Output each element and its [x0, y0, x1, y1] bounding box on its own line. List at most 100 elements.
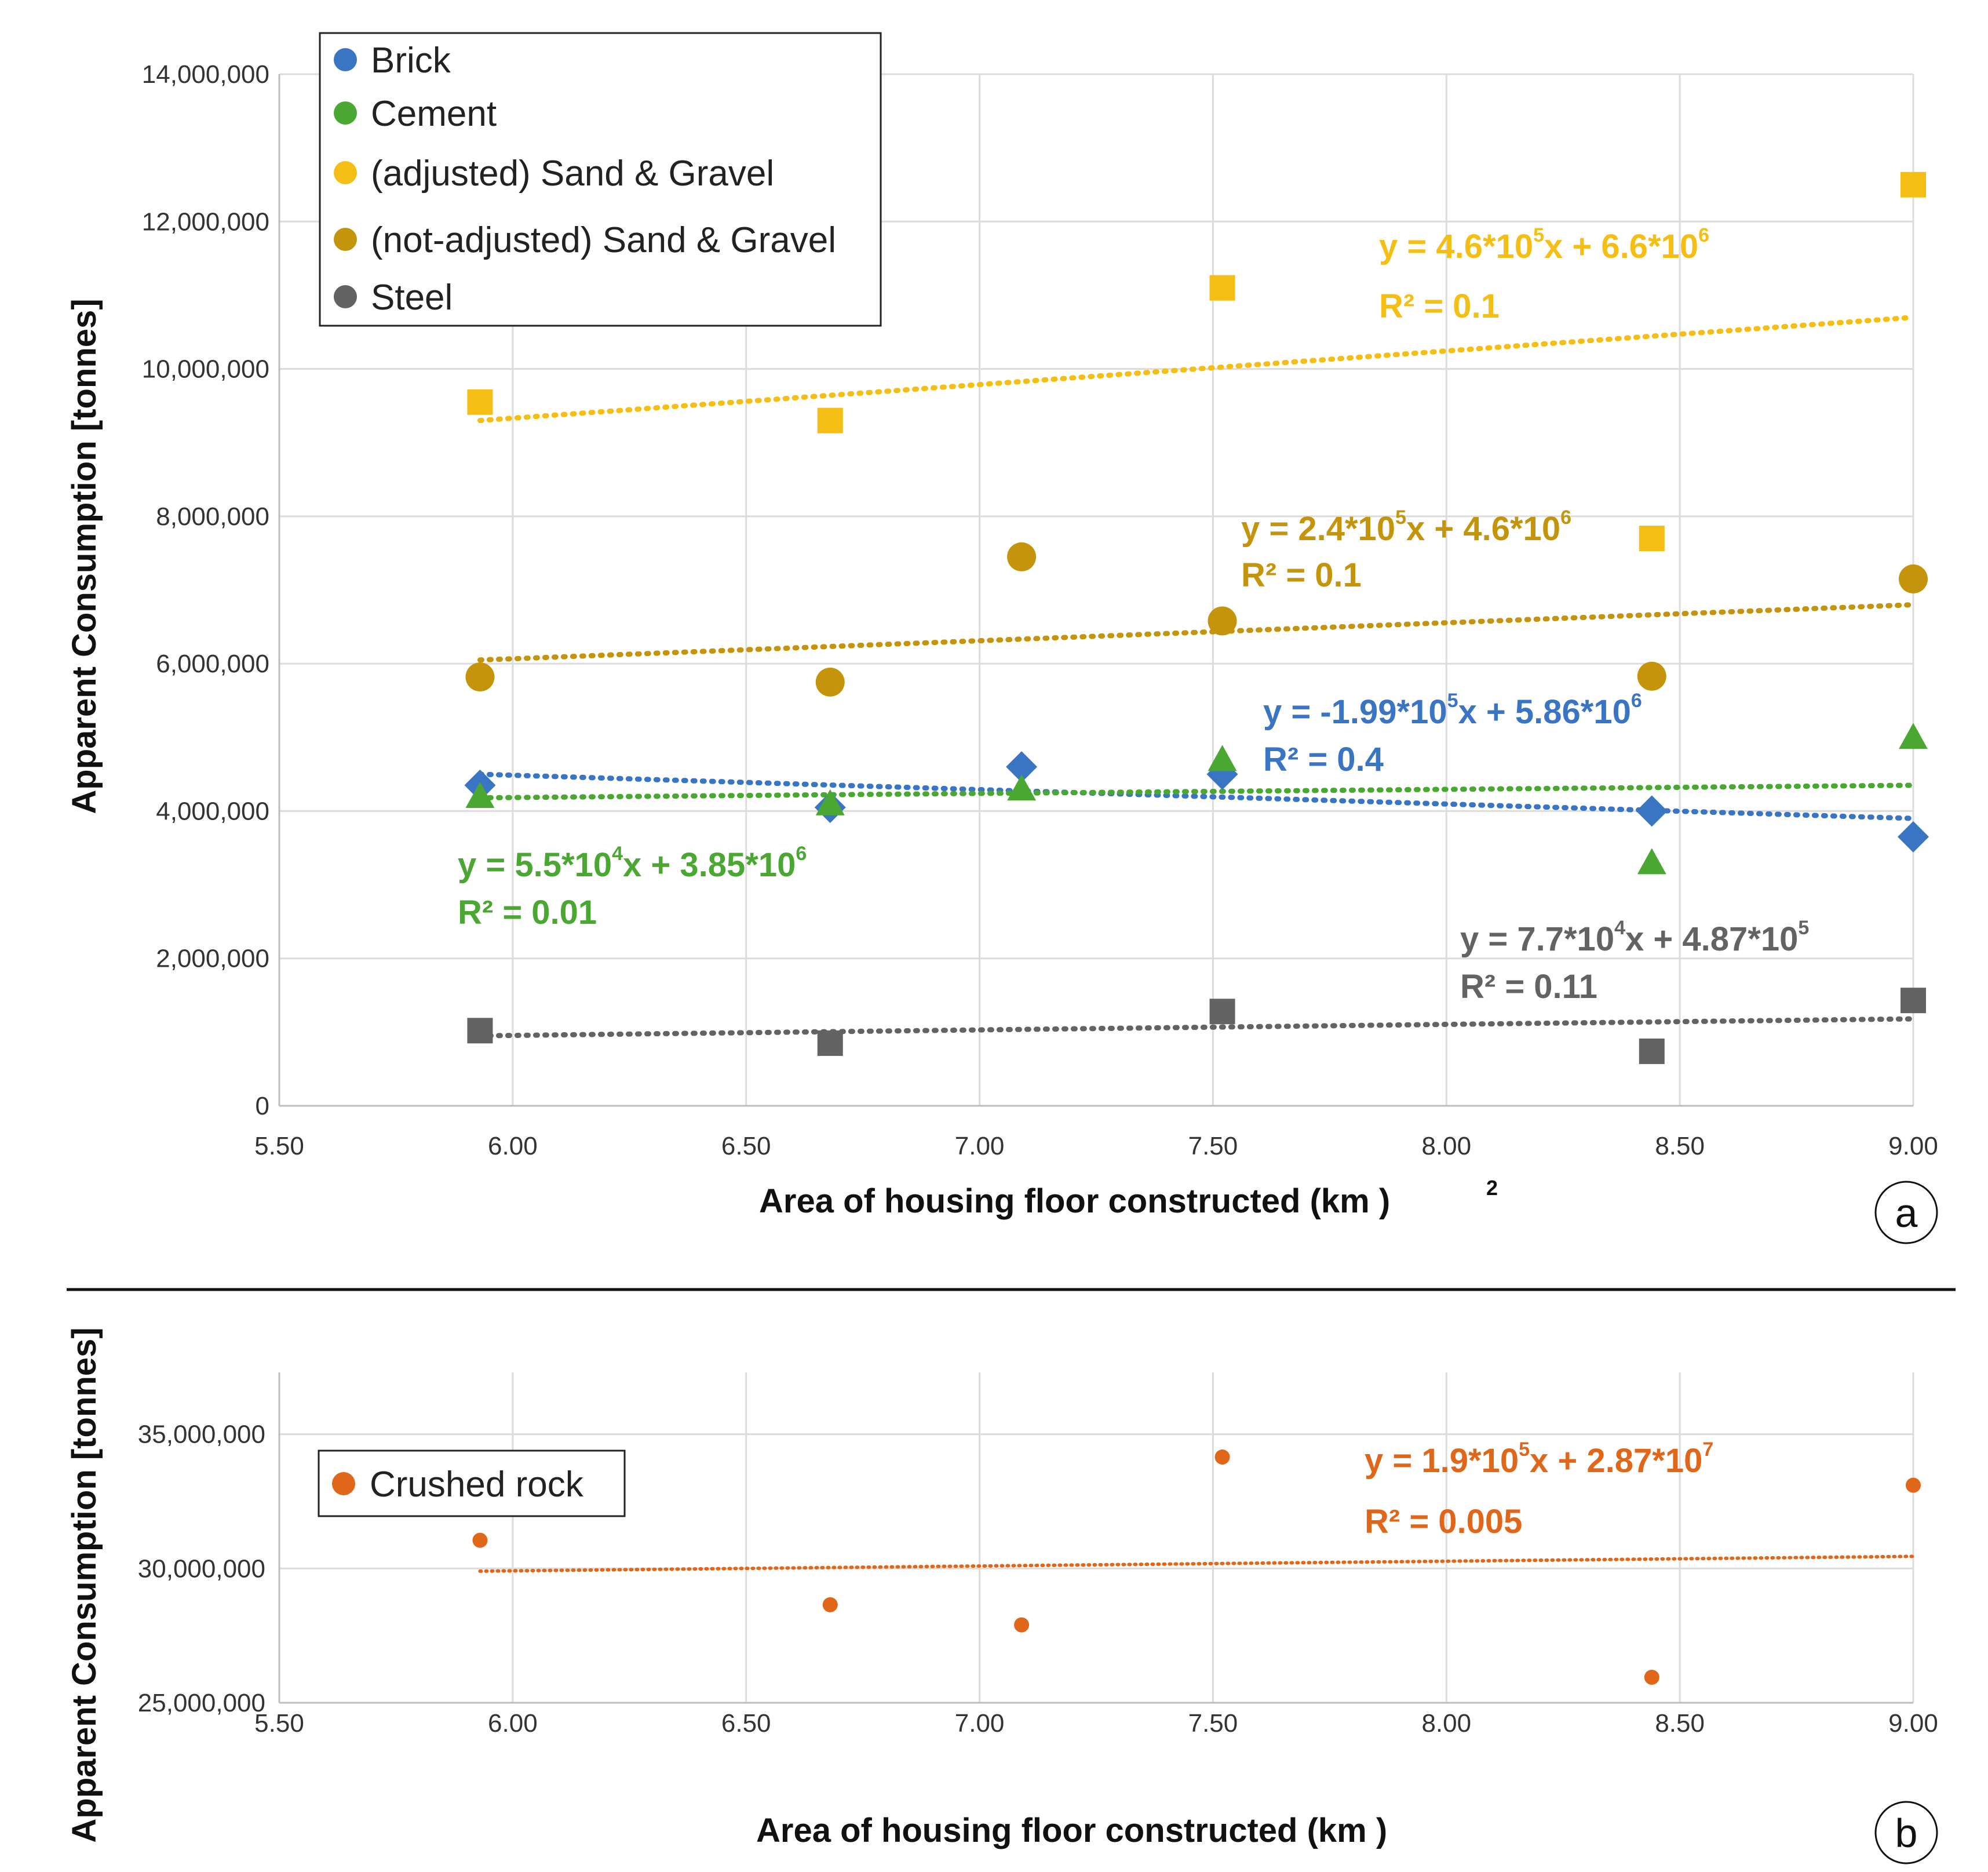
legend-label-steel: Steel — [371, 278, 453, 318]
panel-a-axes — [278, 74, 1913, 1107]
point-not-adjusted-sand-gravel — [815, 667, 845, 697]
panel-b-legend: Crushed rock — [318, 1449, 626, 1517]
legend-box — [319, 32, 882, 327]
point-not-adjusted-sand-gravel — [1637, 661, 1666, 691]
x-tick-label: 7.50 — [1188, 1132, 1238, 1160]
point-crushed-rock — [1214, 1449, 1230, 1465]
x-tick-label: 8.50 — [1655, 1132, 1705, 1160]
point-not-adjusted-sand-gravel — [1208, 606, 1237, 636]
point-not-adjusted-sand-gravel — [1007, 542, 1037, 571]
point-brick — [1636, 795, 1668, 827]
r2-not-adjusted-sand-gravel: R² = 0.1 — [1241, 556, 1362, 594]
point-steel — [1209, 999, 1235, 1025]
panel-b-points — [472, 1449, 1921, 1685]
point-cement — [1007, 774, 1037, 801]
x-tick-label: 6.00 — [488, 1709, 538, 1738]
panel-a-equations: y = 4.6*105x + 6.6*106 R² = 0.1 y = 2.4*… — [458, 224, 1809, 1006]
y-tick-label: 0 — [256, 1092, 269, 1120]
point-crushed-rock — [472, 1532, 488, 1548]
panel-a-x-axis-title: Area of housing floor constructed (km ) — [759, 1182, 1390, 1220]
panel-b-equations: y = 1.9*105x + 2.87*107 R² = 0.005 — [1365, 1438, 1713, 1540]
panel-b-y-axis-title: Apparent Consumption [tonnes] — [65, 1327, 103, 1842]
point-adjusted-sand-gravel — [467, 389, 493, 415]
eq-crushed-rock: y = 1.9*105x + 2.87*107 — [1365, 1438, 1713, 1480]
point-steel — [467, 1018, 493, 1044]
panel-a-y-axis-title: Apparent Consumption [tonnes] — [65, 298, 103, 814]
panel-b-letter: b — [1895, 1811, 1918, 1856]
panel-a-chart: 5.50 6.00 6.50 7.00 7.50 8.00 8.50 9.00 0 2,000,0… — [65, 32, 1938, 1244]
x-tick-label: 8.00 — [1421, 1709, 1471, 1738]
legend-label-brick: Brick — [371, 41, 451, 81]
panel-a-trendlines — [477, 315, 1916, 1039]
legend-label-crushed-rock: Crushed rock — [370, 1465, 584, 1505]
legend-label-not-adjusted-sand-gravel: (not-adjusted) Sand & Gravel — [371, 220, 836, 260]
legend-marker-crushed-rock — [332, 1472, 355, 1495]
point-cement — [1208, 745, 1237, 771]
point-adjusted-sand-gravel — [817, 407, 843, 434]
legend-label-cement: Cement — [371, 94, 497, 134]
y-tick-label: 12,000,000 — [142, 207, 269, 236]
point-cement — [815, 789, 845, 815]
panel-a-letter: a — [1895, 1190, 1918, 1236]
point-adjusted-sand-gravel — [1209, 275, 1235, 301]
trendline-crushed-rock — [478, 1554, 1915, 1573]
panel-b-trendlines — [478, 1554, 1915, 1573]
trendline-cement — [477, 782, 1916, 801]
point-cement — [1637, 848, 1666, 875]
panel-a-points — [464, 172, 1929, 1064]
y-tick-label: 2,000,000 — [156, 945, 269, 973]
x-tick-label: 7.00 — [955, 1132, 1005, 1160]
r2-cement: R² = 0.01 — [458, 894, 597, 931]
y-tick-label: 4,000,000 — [156, 797, 269, 825]
legend-marker-brick — [334, 48, 357, 71]
legend-marker-steel — [334, 285, 357, 308]
panel-a-legend: Brick Cement (adjusted) Sand & Gravel (n… — [319, 32, 882, 327]
legend-box-b — [318, 1449, 626, 1517]
y-tick-label: 14,000,000 — [142, 60, 269, 89]
trendline-brick — [477, 771, 1916, 821]
point-crushed-rock — [1906, 1477, 1921, 1493]
x-tick-label: 6.50 — [721, 1709, 771, 1738]
point-not-adjusted-sand-gravel — [1899, 564, 1928, 593]
eq-brick: y = -1.99*105x + 5.86*106 — [1263, 690, 1642, 731]
x-tick-label: 9.00 — [1888, 1132, 1938, 1160]
trendline-adjusted-sand-gravel — [477, 315, 1916, 424]
y-tick-label: 35,000,000 — [138, 1421, 265, 1449]
y-tick-label: 6,000,000 — [156, 650, 269, 678]
x-tick-label: 6.00 — [488, 1132, 538, 1160]
x-tick-label: 9.00 — [1888, 1709, 1938, 1738]
panel-b-tick-labels: 5.50 6.00 6.50 7.00 7.50 8.00 8.50 9.00 25,000,0… — [138, 1421, 1938, 1738]
legend-marker-cement — [334, 101, 357, 125]
eq-not-adjusted-sand-gravel: y = 2.4*105x + 4.6*106 — [1241, 507, 1571, 548]
trendline-not-adjusted-sand-gravel — [477, 602, 1916, 663]
x-tick-label: 8.50 — [1655, 1709, 1705, 1738]
eq-cement: y = 5.5*104x + 3.85*106 — [458, 843, 807, 884]
y-tick-label: 8,000,000 — [156, 502, 269, 531]
point-steel — [817, 1030, 843, 1056]
x-tick-label: 7.00 — [955, 1709, 1005, 1738]
panel-b-x-axis-title: Area of housing floor constructed (km ) — [756, 1812, 1387, 1849]
trendline-steel — [477, 1016, 1916, 1039]
legend-marker-not-adjusted-sand-gravel — [334, 228, 357, 251]
r2-steel: R² = 0.11 — [1460, 968, 1597, 1006]
x-tick-label: 5.50 — [254, 1709, 304, 1738]
eq-adjusted-sand-gravel: y = 4.6*105x + 6.6*106 — [1379, 224, 1709, 265]
point-crushed-rock — [1014, 1617, 1030, 1633]
x-tick-label: 5.50 — [254, 1132, 304, 1160]
panel-b-axes — [278, 1372, 1913, 1704]
panel-a-tick-labels: 5.50 6.00 6.50 7.00 7.50 8.00 8.50 9.00 0 2,000,0… — [142, 60, 1938, 1160]
r2-crushed-rock: R² = 0.005 — [1365, 1503, 1522, 1540]
point-brick — [1898, 821, 1929, 853]
point-crushed-rock — [1644, 1669, 1659, 1685]
point-cement — [465, 782, 495, 808]
panel-a-x-axis-title-superscript: 2 — [1486, 1176, 1498, 1200]
point-adjusted-sand-gravel — [1901, 172, 1926, 198]
x-tick-label: 7.50 — [1188, 1709, 1238, 1738]
point-not-adjusted-sand-gravel — [465, 662, 495, 692]
point-crushed-rock — [822, 1597, 838, 1612]
point-steel — [1639, 1038, 1665, 1064]
panel-b-letter-circle — [1874, 1801, 1938, 1864]
panel-b-gridlines — [278, 1372, 1914, 1704]
point-brick — [1006, 751, 1038, 783]
